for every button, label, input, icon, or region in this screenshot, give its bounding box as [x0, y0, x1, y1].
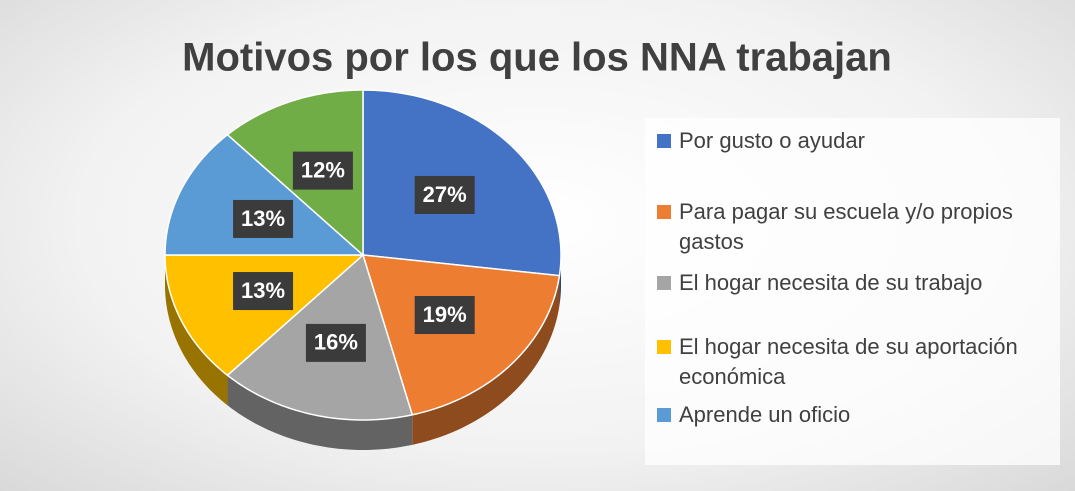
legend-swatch	[657, 134, 671, 148]
data-label-box	[414, 296, 475, 335]
data-label-box	[305, 323, 366, 362]
legend-label: Aprende un oficio	[679, 402, 851, 427]
legend-label: Por gusto o ayudar	[679, 128, 865, 153]
legend-item: El hogar necesita de su trabajo	[657, 268, 1075, 298]
legend-label: El hogar necesita de su aportación econó…	[679, 334, 1018, 389]
pie-side	[165, 255, 228, 406]
legend-item: Aprende un oficio	[657, 400, 1075, 430]
pie-sides	[165, 255, 561, 450]
data-label-box	[414, 175, 475, 214]
chart-title: Motivos por los que los NNA trabajan	[182, 36, 892, 80]
legend-label: Para pagar su escuela y/o propios gastos	[679, 199, 1013, 254]
data-label: 13%	[241, 278, 285, 303]
data-label-box	[233, 272, 294, 311]
legend-label: El hogar necesita de su trabajo	[679, 270, 983, 295]
data-label-box	[233, 199, 294, 238]
pie-slice	[361, 254, 561, 416]
pie-side	[412, 275, 560, 445]
data-label: 13%	[241, 206, 285, 231]
legend: Por gusto o ayudar Para pagar su escuela …	[645, 118, 1060, 465]
legend-swatch	[657, 205, 671, 219]
pie-slice	[164, 133, 365, 256]
pie-side	[227, 375, 413, 450]
data-label-box	[292, 151, 353, 190]
legend-swatch	[657, 276, 671, 290]
data-label: 27%	[423, 182, 467, 207]
data-label: 12%	[301, 157, 345, 182]
legend-item: Por gusto o ayudar	[657, 126, 1075, 156]
legend-swatch	[657, 408, 671, 422]
legend-item: El hogar necesita de su aportación econó…	[657, 332, 1075, 392]
data-label: 16%	[314, 330, 358, 355]
data-label: 19%	[423, 302, 467, 327]
pie-slice	[164, 254, 365, 377]
legend-item: Para pagar su escuela y/o propios gastos	[657, 197, 1075, 257]
legend-swatch	[657, 340, 671, 354]
